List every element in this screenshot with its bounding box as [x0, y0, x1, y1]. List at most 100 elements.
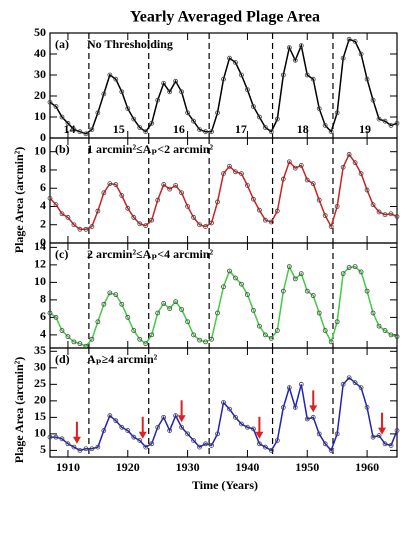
data-point [131, 215, 137, 220]
data-line [50, 376, 398, 452]
x-tick-label: 1950 [295, 460, 319, 474]
data-point [143, 444, 149, 450]
data-point [358, 269, 364, 275]
data-point [394, 120, 400, 126]
data-point [113, 292, 119, 298]
data-point [262, 444, 268, 450]
data-point [221, 76, 226, 82]
data-point [334, 204, 340, 209]
data-point [143, 341, 149, 347]
y-tick-label: 8 [40, 292, 46, 306]
data-point [376, 433, 382, 438]
cycle-label: 14 [63, 122, 75, 136]
data-point [107, 181, 113, 187]
data-point [268, 447, 274, 453]
data-point [83, 446, 89, 452]
data-point [101, 301, 107, 307]
data-point [113, 182, 119, 187]
x-tick-label: 1920 [116, 460, 140, 474]
data-point [304, 177, 310, 183]
data-point [334, 431, 340, 437]
data-point [364, 187, 370, 193]
y-tick-label: 35 [34, 343, 46, 357]
data-point [268, 219, 274, 225]
data-point [227, 406, 232, 412]
data-point [143, 223, 149, 229]
data-point [304, 72, 310, 78]
panel-label: (a) [55, 37, 69, 51]
data-point [376, 116, 382, 122]
data-point [101, 428, 107, 433]
data-point [310, 293, 316, 298]
y-tick-label: 25 [34, 376, 46, 390]
data-point [382, 441, 388, 447]
data-point [358, 51, 364, 57]
data-point [239, 171, 244, 177]
data-point [65, 215, 71, 220]
data-point [256, 441, 262, 447]
data-point [95, 444, 101, 450]
data-point [47, 310, 53, 316]
data-point [239, 281, 244, 287]
data-point [179, 89, 185, 95]
data-point [125, 106, 131, 111]
y-tick-label: 8 [40, 162, 46, 176]
data-point [394, 334, 400, 340]
data-point [119, 89, 125, 95]
data-point [155, 424, 161, 430]
panel-label: (d) [55, 352, 70, 366]
data-point [161, 182, 167, 187]
data-point [215, 199, 220, 205]
arrow-head [255, 431, 264, 439]
y-tick-label: 5 [40, 442, 46, 456]
data-point [233, 275, 238, 281]
data-point [322, 213, 328, 219]
data-point [95, 319, 101, 325]
data-point [364, 405, 370, 410]
data-point [89, 224, 95, 229]
data-point [191, 332, 196, 338]
y-tick-label: 0 [40, 130, 46, 144]
data-point [221, 400, 226, 405]
data-point [167, 186, 173, 192]
data-point [370, 434, 376, 440]
data-point [191, 438, 196, 443]
data-point [304, 416, 310, 422]
data-line [49, 38, 398, 135]
data-point [316, 197, 322, 203]
data-point [53, 104, 59, 109]
data-point [364, 76, 370, 82]
arrow-head [309, 405, 318, 413]
data-point [370, 202, 376, 208]
data-point [239, 72, 244, 78]
data-point [65, 334, 71, 340]
data-point [155, 97, 161, 103]
data-point [161, 300, 167, 306]
data-point [203, 224, 208, 229]
data-point [161, 414, 167, 420]
data-point [245, 424, 250, 430]
data-point [203, 339, 208, 345]
data-point [95, 110, 101, 116]
y-tick-label: 4 [40, 198, 46, 212]
data-point [149, 441, 155, 447]
data-point [107, 72, 113, 78]
data-point [298, 271, 304, 277]
data-point [107, 290, 113, 296]
data-point [256, 207, 262, 213]
data-point [292, 276, 298, 282]
data-point [185, 204, 191, 209]
data-point [340, 381, 346, 387]
cycle-label: 16 [173, 122, 185, 136]
data-point [268, 129, 274, 135]
x-tick-label: 1940 [235, 460, 259, 474]
data-point [119, 193, 125, 198]
data-point [149, 120, 155, 126]
data-point [322, 328, 328, 333]
data-point [280, 288, 286, 294]
y-tick-label: 30 [34, 67, 46, 81]
data-point [197, 222, 202, 228]
data-point [346, 36, 352, 42]
y-axis-label: Plage Area (arcmin²) [12, 357, 26, 463]
